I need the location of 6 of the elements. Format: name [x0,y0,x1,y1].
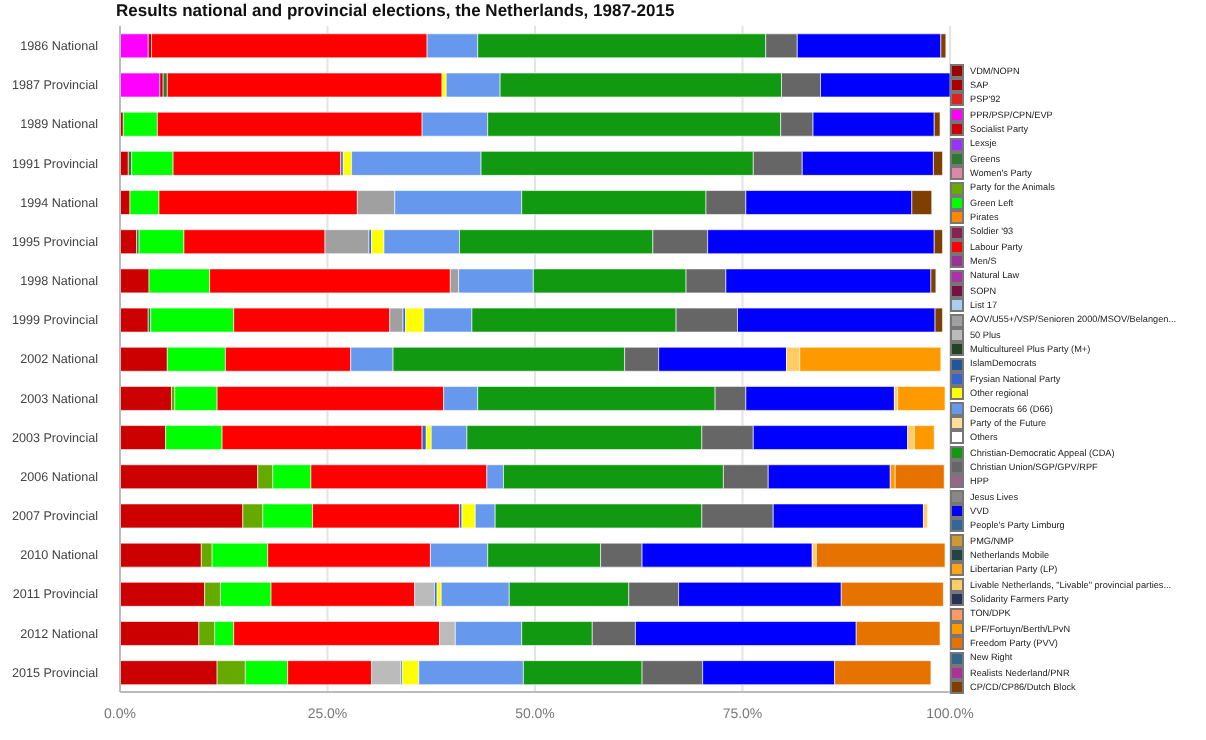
bar [894,464,945,490]
chart-title: Results national and provincial elections, the Netherlands, 1987-2015 [114,0,677,22]
bar [914,425,935,450]
bar [120,72,161,98]
bar [816,542,946,568]
bar [167,72,443,98]
